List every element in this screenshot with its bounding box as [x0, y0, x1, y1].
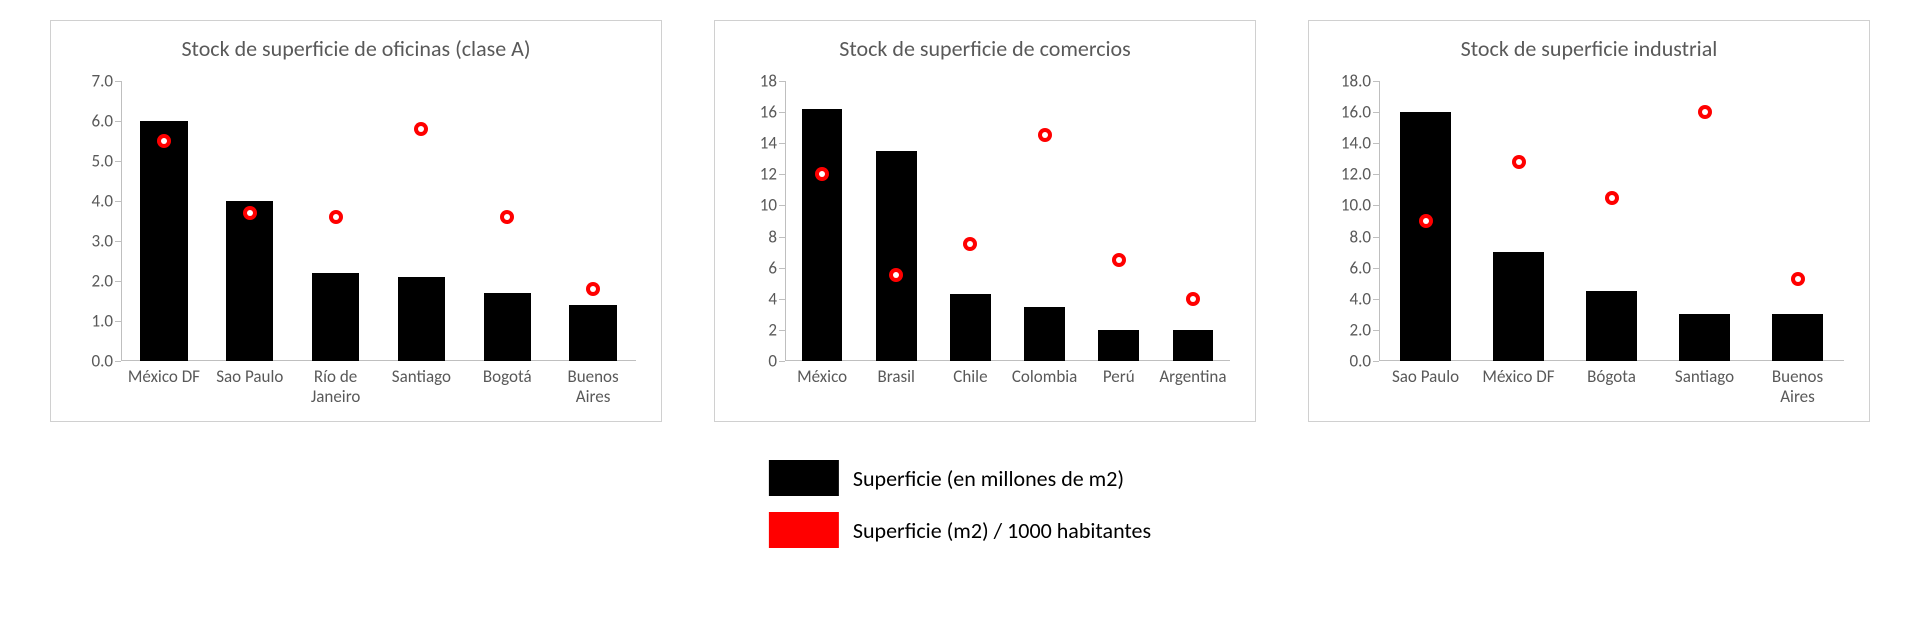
legend-marker-row: Superficie (m2) / 1000 habitantes	[769, 512, 1151, 548]
legend-bar-swatch	[769, 460, 839, 496]
bar	[1679, 314, 1730, 361]
legend: Superficie (en millones de m2) Superfici…	[769, 460, 1151, 564]
y-tick-label: 4.0	[91, 191, 113, 212]
bar	[398, 277, 445, 361]
marker	[414, 122, 428, 136]
y-tick-label: 12	[760, 164, 777, 185]
y-tick-label: 0.0	[1349, 351, 1371, 372]
y-tick-label: 0	[768, 351, 777, 372]
y-tick-label: 5.0	[91, 151, 113, 172]
marker	[1186, 292, 1200, 306]
y-tick-label: 6.0	[1349, 257, 1371, 278]
y-tick-label: 4.0	[1349, 288, 1371, 309]
legend-marker-label: Superficie (m2) / 1000 habitantes	[853, 517, 1151, 544]
chart-oficinas: Stock de superficie de oficinas (clase A…	[50, 20, 662, 422]
y-tick-label: 18.0	[1341, 71, 1371, 92]
bar	[140, 121, 187, 361]
x-tick-label: Sao Paulo	[216, 367, 283, 387]
x-tick-label: México DF	[128, 367, 200, 387]
y-tick-label: 12.0	[1341, 164, 1371, 185]
chart-title: Stock de superficie industrial	[1309, 21, 1869, 62]
y-tick-label: 10	[760, 195, 777, 216]
bar	[950, 294, 991, 361]
y-tick-label: 3.0	[91, 231, 113, 252]
bar	[1098, 330, 1139, 361]
marker	[889, 268, 903, 282]
legend-bar-label: Superficie (en millones de m2)	[853, 465, 1124, 492]
bar	[802, 109, 843, 361]
x-tick-label: Río deJaneiro	[311, 367, 360, 406]
marker	[1512, 155, 1526, 169]
legend-bar-row: Superficie (en millones de m2)	[769, 460, 1151, 496]
x-tick-label: Santiago	[392, 367, 451, 387]
bar	[226, 201, 273, 361]
y-tick-label: 10.0	[1341, 195, 1371, 216]
x-tick-label: Brasil	[878, 367, 915, 387]
y-tick-label: 2	[768, 319, 777, 340]
x-tick-label: BuenosAires	[567, 367, 618, 406]
marker	[1605, 191, 1619, 205]
y-tick-label: 2.0	[1349, 319, 1371, 340]
y-tick-label: 7.0	[91, 71, 113, 92]
y-tick-label: 16	[760, 102, 777, 123]
page: Stock de superficie de oficinas (clase A…	[0, 0, 1920, 636]
bar	[1772, 314, 1823, 361]
marker	[1698, 105, 1712, 119]
x-tick-label: México DF	[1482, 367, 1554, 387]
marker	[157, 134, 171, 148]
chart-comercios: Stock de superficie de comercios02468101…	[714, 20, 1256, 422]
y-tick-label: 6.0	[91, 111, 113, 132]
chart-title: Stock de superficie de comercios	[715, 21, 1255, 62]
x-tick-label: Perú	[1103, 367, 1135, 387]
y-tick-label: 6	[768, 257, 777, 278]
plot-area: 0.01.02.03.04.05.06.07.0México DFSao Pau…	[121, 81, 636, 361]
y-tick-label: 1.0	[91, 311, 113, 332]
x-tick-label: BuenosAires	[1772, 367, 1823, 406]
marker	[815, 167, 829, 181]
y-tick-label: 14.0	[1341, 133, 1371, 154]
bar	[1493, 252, 1544, 361]
x-tick-label: Argentina	[1159, 367, 1226, 387]
x-tick-label: Bógota	[1587, 367, 1636, 387]
y-tick-label: 2.0	[91, 271, 113, 292]
marker	[1419, 214, 1433, 228]
marker	[500, 210, 514, 224]
bar	[1400, 112, 1451, 361]
y-tick-label: 0.0	[91, 351, 113, 372]
marker	[586, 282, 600, 296]
marker	[1791, 272, 1805, 286]
y-tick-label: 14	[760, 133, 777, 154]
bar	[1024, 307, 1065, 361]
chart-industrial: Stock de superficie industrial0.02.04.06…	[1308, 20, 1870, 422]
bar	[484, 293, 531, 361]
y-tick-label: 8	[768, 226, 777, 247]
x-tick-label: México	[797, 367, 847, 387]
plot-area: 0.02.04.06.08.010.012.014.016.018.0Sao P…	[1379, 81, 1844, 361]
x-tick-label: Santiago	[1675, 367, 1734, 387]
marker	[1038, 128, 1052, 142]
y-tick-label: 16.0	[1341, 102, 1371, 123]
x-tick-label: Colombia	[1012, 367, 1077, 387]
y-tick-label: 8.0	[1349, 226, 1371, 247]
y-tick-label: 4	[768, 288, 777, 309]
x-tick-label: Chile	[953, 367, 987, 387]
legend-marker-swatch	[769, 512, 839, 548]
bar	[876, 151, 917, 361]
bar	[1173, 330, 1214, 361]
marker	[243, 206, 257, 220]
chart-title: Stock de superficie de oficinas (clase A…	[51, 21, 661, 62]
x-tick-label: Sao Paulo	[1392, 367, 1459, 387]
bar	[1586, 291, 1637, 361]
bar	[312, 273, 359, 361]
marker	[329, 210, 343, 224]
x-tick-label: Bogotá	[483, 367, 532, 387]
plot-area: 024681012141618MéxicoBrasilChileColombia…	[785, 81, 1230, 361]
charts-row: Stock de superficie de oficinas (clase A…	[0, 0, 1920, 422]
marker	[963, 237, 977, 251]
y-tick-label: 18	[760, 71, 777, 92]
marker	[1112, 253, 1126, 267]
bar	[569, 305, 616, 361]
